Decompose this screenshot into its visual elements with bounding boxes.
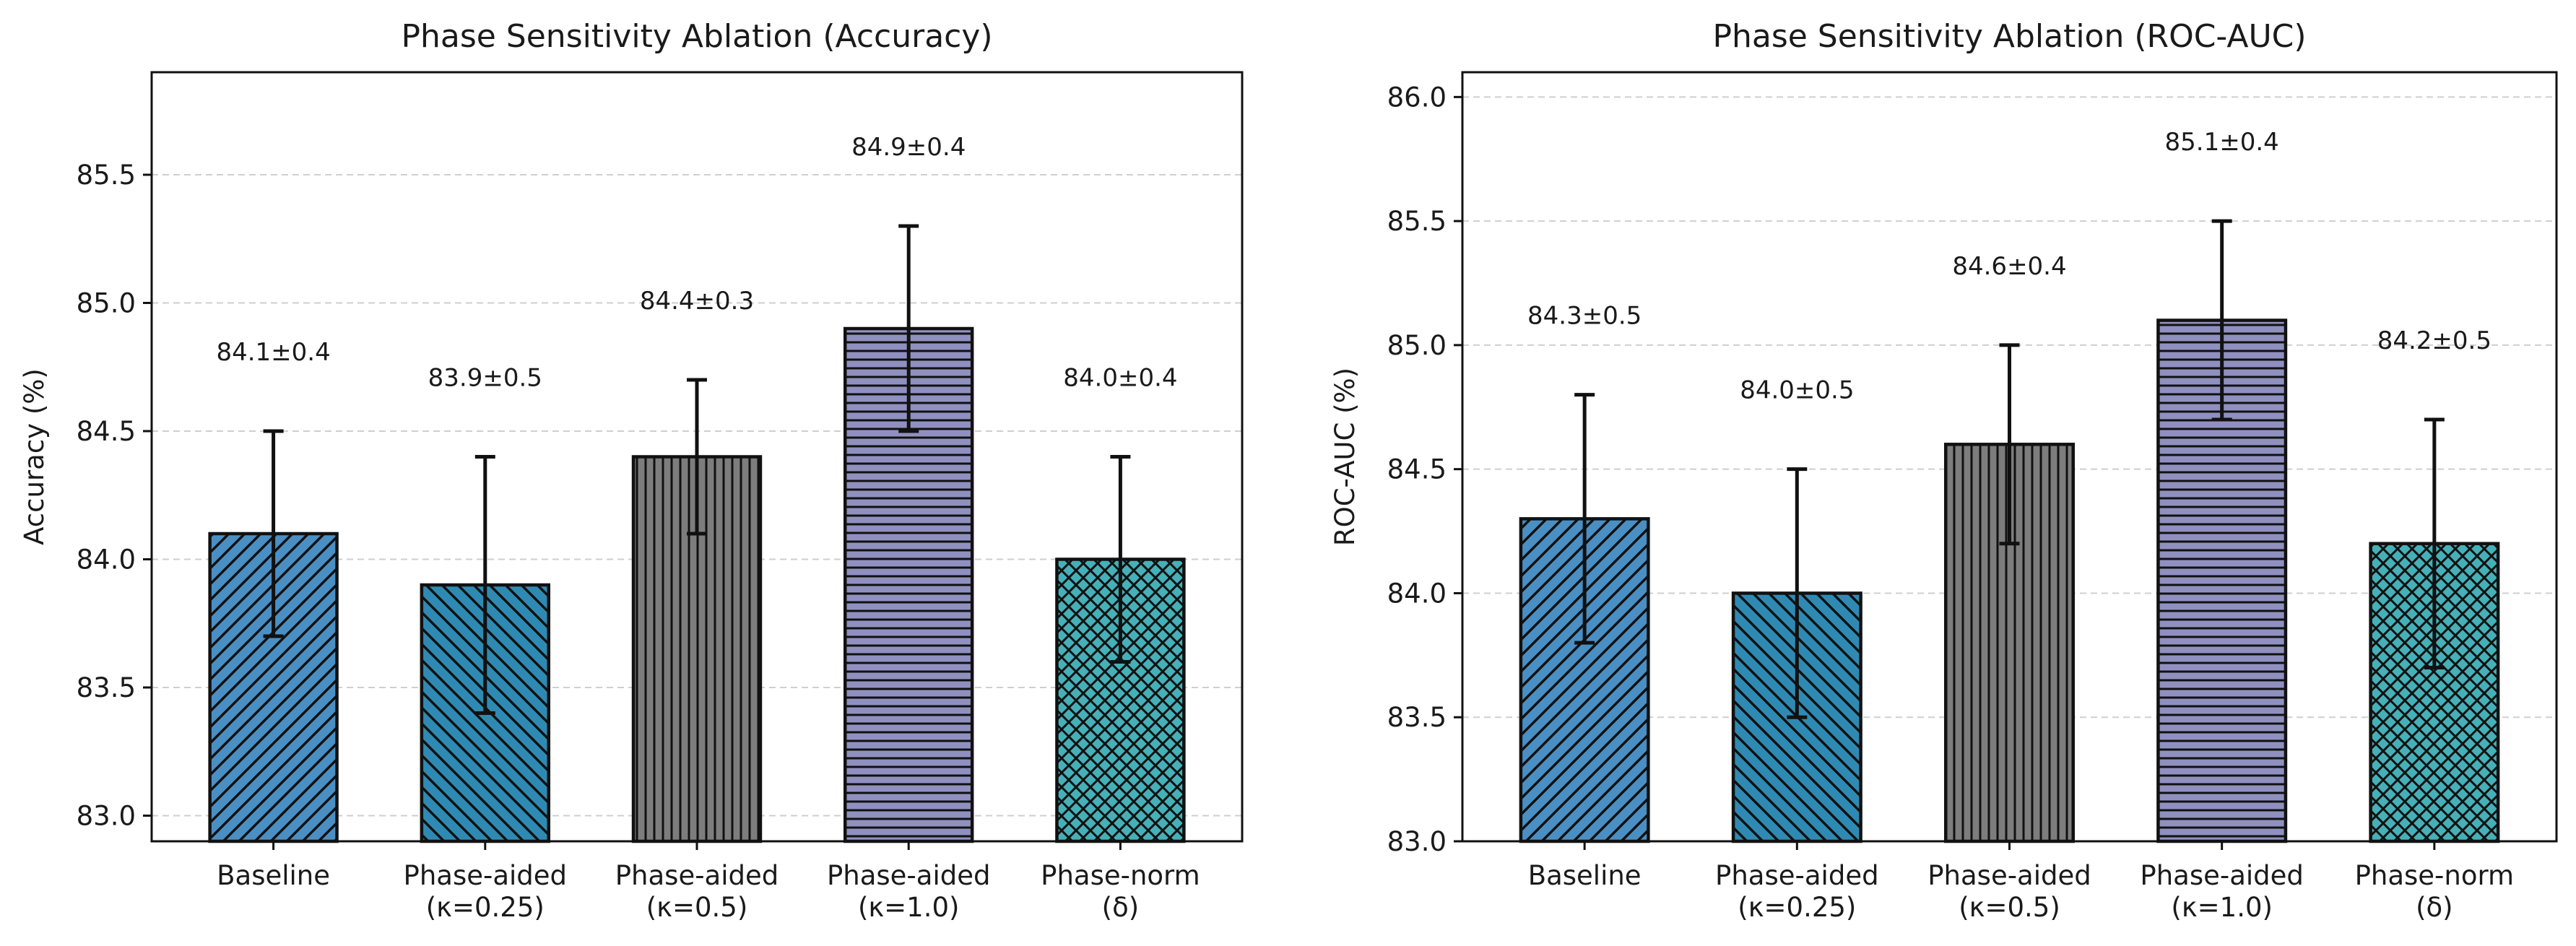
- x-tick-label: (κ=0.25): [426, 892, 545, 923]
- data-label: 85.1±0.4: [2165, 128, 2279, 157]
- x-tick-label: Phase-norm: [2355, 860, 2515, 891]
- y-tick-label: 83.5: [1387, 702, 1447, 733]
- x-tick-label: Phase-aided: [2140, 860, 2304, 891]
- data-label: 84.0±0.4: [1063, 364, 1177, 393]
- x-tick-label: Phase-aided: [827, 860, 991, 891]
- data-label: 84.1±0.4: [216, 338, 330, 367]
- data-label: 84.4±0.3: [640, 287, 754, 316]
- x-tick-label: Phase-norm: [1041, 860, 1200, 891]
- data-label: 83.9±0.5: [428, 364, 542, 393]
- chart-panel-2: 83.0 83.5 84.0 84.5 85.0 85.5 86.0 84.3±0.5 Base…: [1330, 18, 2558, 923]
- data-label: 84.2±0.5: [2377, 326, 2492, 355]
- y-axis-label: Accuracy (%): [19, 368, 50, 545]
- x-tick-label: Baseline: [217, 860, 330, 891]
- y-tick-label: 83.0: [77, 801, 136, 832]
- y-tick-label: 84.5: [77, 416, 136, 447]
- x-tick-label: Baseline: [1528, 860, 1642, 891]
- x-tick-label: (κ=0.5): [1959, 892, 2060, 923]
- chart-title: Phase Sensitivity Ablation (Accuracy): [401, 18, 992, 55]
- y-tick-label: 86.0: [1387, 82, 1447, 113]
- data-label: 84.0±0.5: [1740, 376, 1854, 405]
- data-label: 84.9±0.4: [851, 133, 966, 162]
- plot-frame: [150, 71, 1244, 843]
- y-tick-label: 83.0: [1387, 826, 1447, 857]
- x-tick-label: Phase-aided: [404, 860, 568, 891]
- x-tick-label: (δ): [1102, 892, 1140, 923]
- y-tick-label: 85.0: [77, 288, 136, 319]
- x-tick-label: Phase-aided: [1715, 860, 1879, 891]
- y-axis-label: ROC-AUC (%): [1330, 368, 1361, 546]
- x-tick-label: Phase-aided: [615, 860, 779, 891]
- x-tick-label: Phase-aided: [1927, 860, 2091, 891]
- plot-frame: [1461, 71, 2558, 843]
- y-tick-label: 85.0: [1387, 330, 1447, 361]
- x-tick-label: (κ=0.25): [1738, 892, 1856, 923]
- y-tick-label: 83.5: [77, 672, 136, 703]
- y-tick-label: 84.0: [1387, 578, 1447, 609]
- y-tick-label: 85.5: [77, 160, 136, 191]
- chart-panel-1: 83.0 83.5 84.0 84.5 85.0 85.5 84.1±0.4 Baseline…: [19, 18, 1244, 923]
- data-label: 84.3±0.5: [1527, 302, 1642, 331]
- y-tick-label: 84.0: [77, 544, 136, 576]
- y-tick-label: 85.5: [1387, 206, 1447, 237]
- y-tick-label: 84.5: [1387, 454, 1447, 485]
- x-tick-label: (κ=1.0): [858, 892, 960, 923]
- chart-title: Phase Sensitivity Ablation (ROC-AUC): [1712, 18, 2306, 55]
- x-tick-label: (κ=0.5): [646, 892, 748, 923]
- x-tick-label: (κ=1.0): [2171, 892, 2273, 923]
- x-tick-label: (δ): [2416, 892, 2453, 923]
- data-label: 84.6±0.4: [1952, 252, 2066, 281]
